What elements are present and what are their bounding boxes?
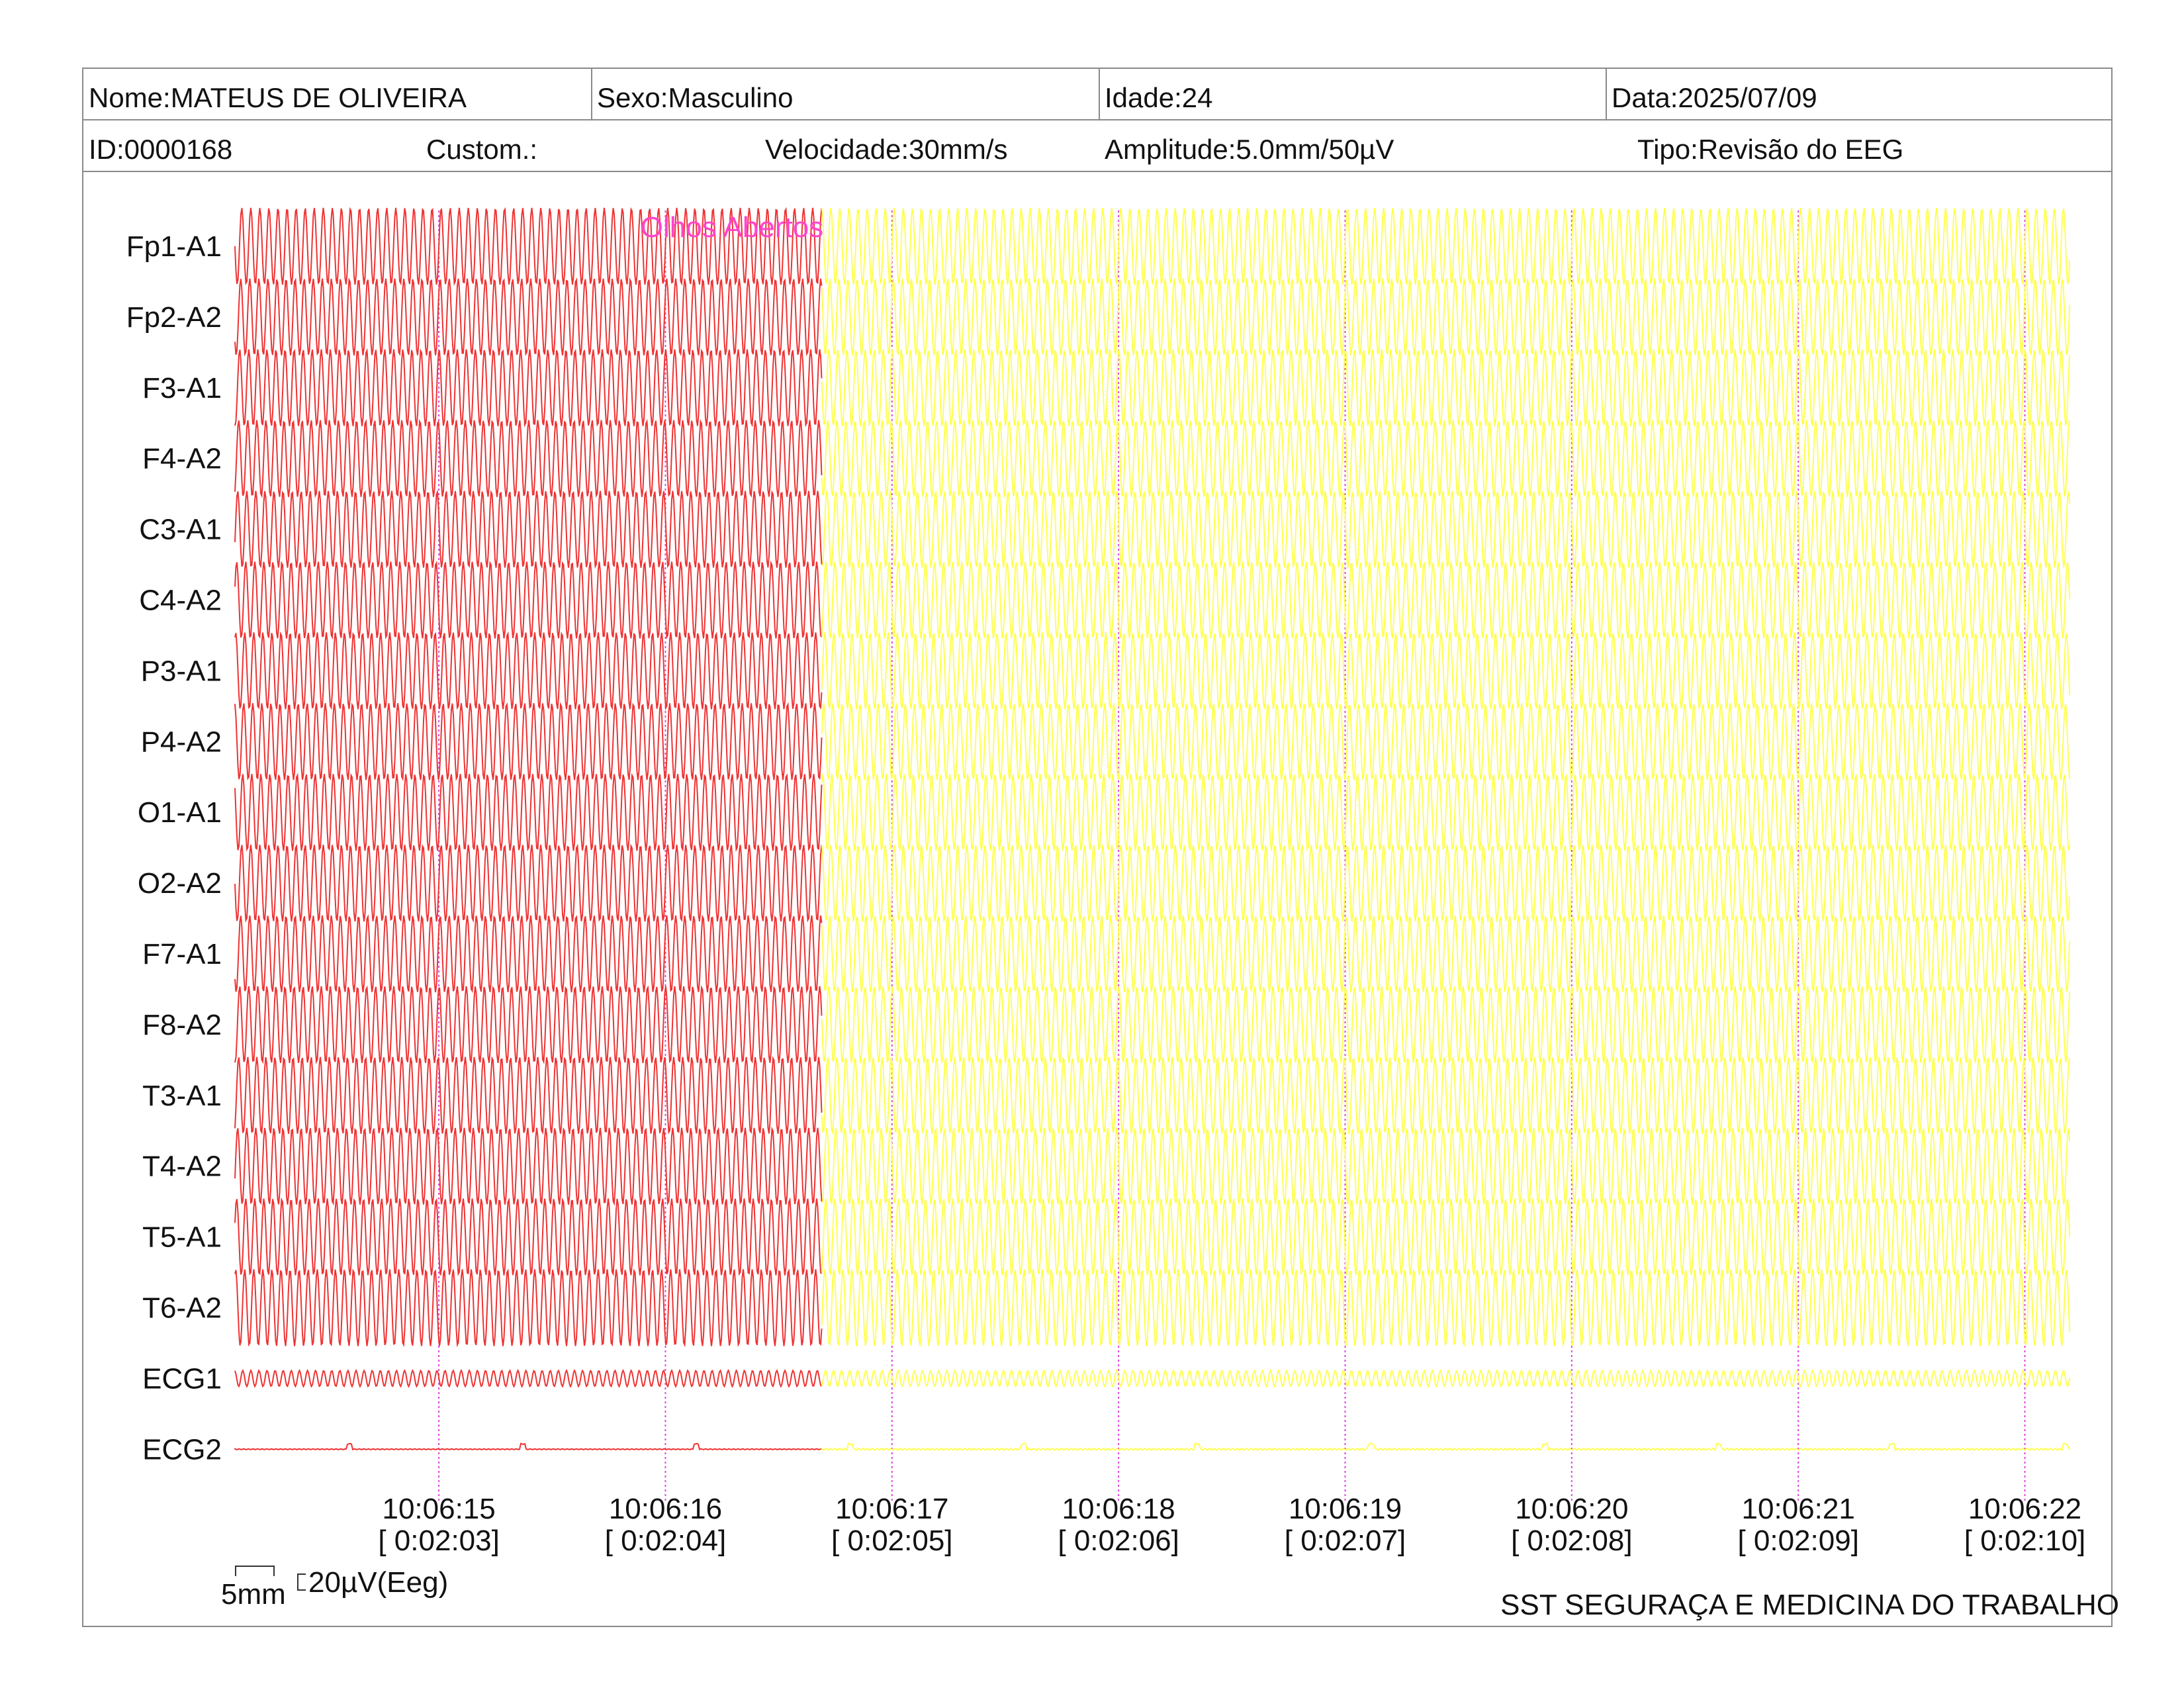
patient-id: ID:0000168 — [89, 134, 233, 165]
time-tick-clock: 10:06:22 — [1968, 1493, 2081, 1525]
channel-trace — [234, 1126, 823, 1206]
channel-trace — [234, 1442, 822, 1451]
channel-trace — [821, 1268, 2071, 1348]
channel-trace — [821, 1442, 2071, 1452]
channel-trace — [821, 843, 2071, 923]
channel-trace — [821, 419, 2071, 498]
time-tick-elapsed: [ 0:02:06] — [1058, 1524, 1179, 1557]
channel-trace — [234, 207, 823, 286]
time-tick-elapsed: [ 0:02:05] — [831, 1524, 952, 1557]
time-tick-clock: 10:06:19 — [1289, 1493, 1402, 1525]
channel-trace — [821, 1127, 2071, 1206]
amplitude-setting: Amplitude:5.0mm/50µV — [1105, 134, 1394, 165]
report-frame: Nome:MATEUS DE OLIVEIRA Sexo:Masculino I… — [82, 68, 2113, 1627]
channel-trace — [234, 1055, 823, 1135]
channel-trace — [821, 560, 2071, 640]
channel-label: C4-A2 — [139, 585, 222, 617]
channel-trace — [821, 702, 2071, 781]
time-tick-clock: 10:06:17 — [835, 1493, 948, 1525]
channel-trace — [821, 348, 2071, 428]
event-annotations: Olhos Abertos — [641, 211, 823, 244]
channel-label: F4-A2 — [142, 443, 222, 475]
channel-trace — [821, 985, 2071, 1064]
channel-trace — [234, 489, 823, 569]
channel-traces — [234, 207, 2071, 1452]
channel-trace — [234, 348, 823, 428]
time-scale-bar — [235, 1566, 275, 1576]
channel-label: T6-A2 — [142, 1292, 222, 1325]
time-scale-label: 5mm — [221, 1578, 286, 1611]
time-tick-elapsed: [ 0:02:08] — [1511, 1524, 1632, 1557]
channel-label: Fp1-A1 — [126, 230, 222, 263]
channel-trace — [234, 1368, 823, 1388]
channel-label: O2-A2 — [138, 867, 222, 900]
channel-label: ECG1 — [142, 1362, 222, 1395]
time-tick-elapsed: [ 0:02:04] — [605, 1524, 726, 1557]
channel-trace — [821, 1369, 2071, 1388]
channel-trace — [821, 277, 2071, 357]
channel-trace — [234, 773, 823, 853]
channel-label: F3-A1 — [142, 372, 222, 404]
event-annotation: Olhos Abertos — [641, 211, 823, 244]
time-tick-elapsed: [ 0:02:07] — [1285, 1524, 1406, 1557]
custom-field: Custom.: — [426, 134, 538, 165]
channel-label: F8-A2 — [142, 1009, 222, 1041]
channel-trace — [234, 631, 823, 711]
channel-labels: Fp1-A1 Fp2-A2 F3-A1 F4-A2 C3-A1 C4-A2 P3-A1 P4-… — [126, 230, 222, 1466]
organization-name: SST SEGURAÇA E MEDICINA DO TRABALHO — [1500, 1589, 2119, 1621]
channel-label: T5-A1 — [142, 1221, 222, 1254]
time-tick-clock: 10:06:18 — [1062, 1493, 1175, 1525]
patient-age: Idade:24 — [1105, 82, 1213, 113]
channel-trace — [821, 207, 2071, 286]
channel-label: C3-A1 — [139, 514, 222, 546]
record-type: Tipo:Revisão do EEG — [1637, 134, 1904, 165]
time-tick-clock: 10:06:21 — [1742, 1493, 1855, 1525]
amplitude-scale-label: 20µV(Eeg) — [308, 1566, 449, 1599]
header-divider — [1606, 69, 1607, 119]
patient-sex: Sexo:Masculino — [597, 82, 794, 113]
channel-trace — [234, 1268, 823, 1348]
time-tick-elapsed: [ 0:02:10] — [1964, 1524, 2085, 1557]
channel-trace — [234, 914, 823, 994]
time-gridlines — [438, 211, 2026, 1503]
channel-trace — [234, 702, 823, 782]
channel-label: Fp2-A2 — [126, 301, 222, 334]
channel-trace — [821, 773, 2071, 852]
channel-label: T3-A1 — [142, 1080, 222, 1112]
speed-setting: Velocidade:30mm/s — [765, 134, 1008, 165]
time-tick-clock: 10:06:15 — [382, 1493, 495, 1525]
channel-trace — [234, 277, 823, 357]
time-tick-clock: 10:06:16 — [609, 1493, 722, 1525]
amplitude-scale-bar — [297, 1573, 306, 1591]
channel-trace — [234, 984, 823, 1064]
channel-trace — [234, 418, 823, 498]
header-divider — [591, 69, 592, 119]
channel-label: T4-A2 — [142, 1150, 222, 1183]
channel-label: P3-A1 — [141, 655, 222, 687]
channel-trace — [821, 1197, 2071, 1277]
patient-name: Nome:MATEUS DE OLIVEIRA — [89, 82, 467, 113]
header-row-settings: ID:0000168 Custom.: Velocidade:30mm/s Am… — [83, 120, 2111, 172]
channel-trace — [821, 914, 2071, 994]
channel-trace — [821, 1056, 2071, 1135]
time-tick-elapsed: [ 0:02:03] — [378, 1524, 499, 1557]
time-tick-clock: 10:06:20 — [1515, 1493, 1628, 1525]
channel-label: P4-A2 — [141, 726, 222, 758]
channel-label: O1-A1 — [138, 796, 222, 829]
header-divider — [1099, 69, 1100, 119]
channel-trace — [234, 1197, 823, 1276]
channel-trace — [234, 560, 823, 640]
channel-label: ECG2 — [142, 1433, 222, 1466]
record-date: Data:2025/07/09 — [1612, 82, 1817, 113]
channel-trace — [234, 843, 823, 923]
channel-label: F7-A1 — [142, 938, 222, 970]
channel-trace — [821, 490, 2071, 569]
time-tick-labels: 10:06:15[ 0:02:03] 10:06:16[ 0:02:04] 10:0… — [378, 1493, 2085, 1557]
calibration-scale — [235, 1566, 306, 1591]
channel-trace — [821, 631, 2071, 710]
header-row-patient: Nome:MATEUS DE OLIVEIRA Sexo:Masculino I… — [83, 69, 2111, 120]
time-tick-elapsed: [ 0:02:09] — [1737, 1524, 1858, 1557]
